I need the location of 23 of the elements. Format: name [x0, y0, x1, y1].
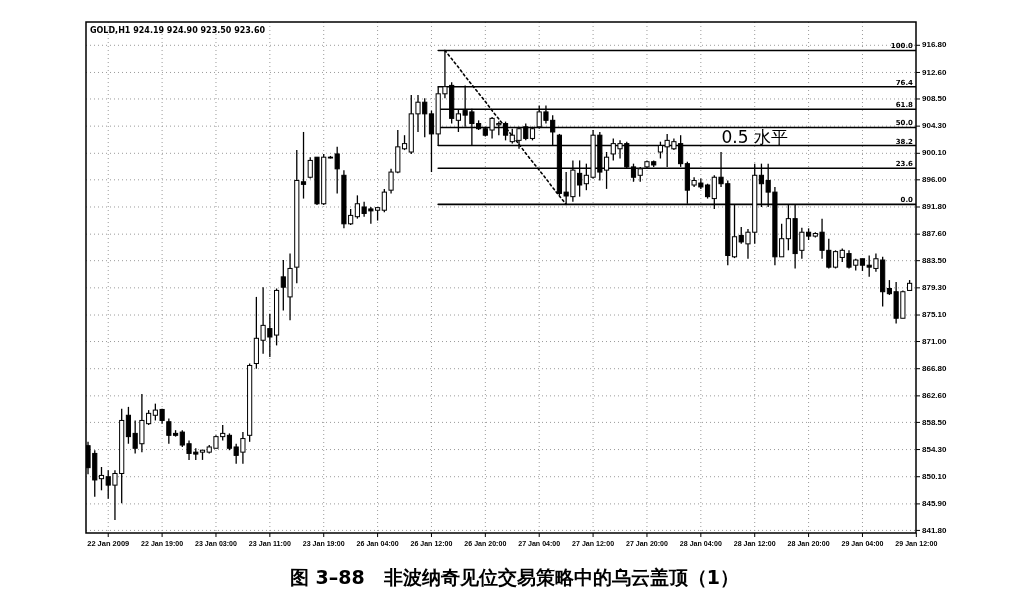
y-tick-label: 866.80: [922, 363, 948, 373]
y-tick-label: 916.80: [922, 40, 948, 50]
y-tick-label: 879.30: [922, 282, 948, 292]
annotation: GOLD,H1 924.19 924.90 923.50 923.60: [90, 26, 266, 35]
candlestick: [381, 188, 387, 213]
y-tick-label: 850.10: [922, 471, 948, 481]
y-tick-label: 883.50: [922, 255, 948, 265]
y-tick-label: 891.80: [922, 202, 948, 212]
y-tick-label: 887.60: [922, 229, 948, 239]
y-tick-label: 904.30: [922, 121, 948, 131]
y-tick-label: 871.00: [922, 336, 948, 346]
y-tick-label: 875.10: [922, 310, 948, 320]
y-tick-label: 858.50: [922, 417, 948, 427]
y-tick-label: 908.50: [922, 94, 948, 104]
y-tick-label: 912.60: [922, 67, 948, 77]
y-tick-label: 896.00: [922, 174, 948, 184]
y-tick-label: 845.90: [922, 499, 948, 508]
y-tick-label: 862.60: [922, 390, 948, 400]
text: 图 3–88 非波纳奇见位交易策略中的乌云盖顶（1）: [290, 566, 739, 588]
y-tick-label: 841.80: [922, 525, 948, 535]
annotation: 0.5 水平: [721, 126, 788, 147]
y-tick-label: 900.10: [922, 148, 948, 158]
y-tick-label: 854.30: [922, 444, 948, 454]
